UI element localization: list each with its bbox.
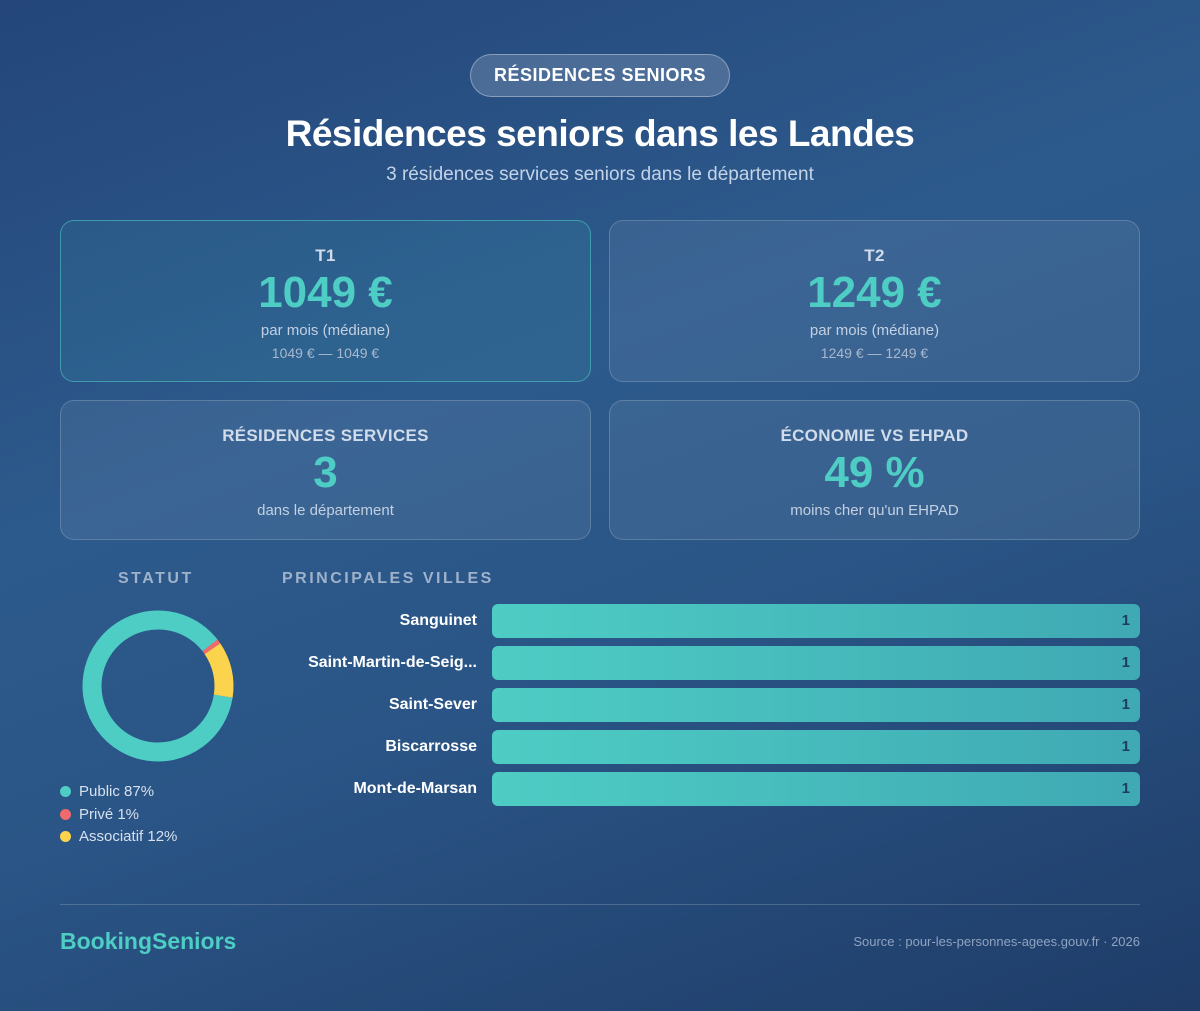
bar-fill: 1 (492, 646, 1140, 680)
legend-dot-prive (60, 809, 71, 820)
card-t2-label: T2 (864, 246, 885, 265)
statut-donut-chart (82, 610, 234, 762)
bar-row: Saint-Sever 1 (282, 688, 1140, 722)
legend-item-prive: Privé 1% (60, 806, 139, 823)
legend-dot-public (60, 786, 71, 797)
header-badge: RÉSIDENCES SENIORS (470, 54, 730, 97)
donut-slice-public (82, 610, 234, 762)
bar-track: 1 (492, 646, 1140, 680)
bar-track: 1 (492, 772, 1140, 806)
legend-item-associatif: Associatif 12% (60, 828, 177, 845)
card-t1-range: 1049 € — 1049 € (271, 345, 380, 361)
bar-label: Saint-Sever (388, 696, 477, 713)
card-residences-label: RÉSIDENCES SERVICES (222, 426, 429, 445)
bar-fill: 1 (492, 604, 1140, 638)
bar-row: Saint-Martin-de-Seig... 1 (282, 646, 1140, 680)
page-title: Résidences seniors dans les Landes (285, 113, 915, 154)
bar-track: 1 (492, 688, 1140, 722)
bar-label: Saint-Martin-de-Seig... (308, 654, 477, 671)
card-t2-range: 1249 € — 1249 € (820, 345, 929, 361)
bar-track: 1 (492, 604, 1140, 638)
donut-slice-associatif (82, 610, 234, 762)
bar-label: Biscarrosse (385, 738, 477, 755)
bar-value: 1 (1121, 612, 1130, 629)
card-residences-value: 3 (313, 448, 338, 497)
card-residences-sub: dans le département (257, 502, 394, 519)
bar-track: 1 (492, 730, 1140, 764)
card-t1-value: 1049 € (258, 268, 393, 317)
card-economie-label: ÉCONOMIE VS EHPAD (780, 426, 969, 445)
card-t1-label: T1 (315, 246, 336, 265)
bar-fill: 1 (492, 688, 1140, 722)
bar-value: 1 (1121, 738, 1130, 755)
card-t1: T1 1049 € par mois (médiane) 1049 € — 10… (60, 220, 591, 382)
bar-value: 1 (1121, 780, 1130, 797)
brand-logo: BookingSeniors (60, 928, 237, 954)
card-economie: ÉCONOMIE VS EHPAD 49 % moins cher qu'un … (609, 400, 1140, 540)
bar-fill: 1 (492, 730, 1140, 764)
source-text: Source : pour-les-personnes-agees.gouv.f… (853, 934, 1140, 949)
statut-title: STATUT (118, 570, 194, 587)
card-t2: T2 1249 € par mois (médiane) 1249 € — 12… (609, 220, 1140, 382)
page-subtitle: 3 résidences services seniors dans le dé… (386, 164, 814, 185)
legend-label-associatif: Associatif 12% (79, 828, 178, 845)
card-t2-sub: par mois (médiane) (809, 322, 940, 339)
bar-label: Sanguinet (399, 612, 477, 629)
bar-row: Mont-de-Marsan 1 (282, 772, 1140, 806)
legend-item-public: Public 87% (60, 783, 154, 800)
bar-fill: 1 (492, 772, 1140, 806)
card-economie-value: 49 % (824, 448, 925, 497)
bar-value: 1 (1121, 696, 1130, 713)
villes-title: PRINCIPALES VILLES (282, 570, 494, 587)
legend-dot-associatif (60, 831, 71, 842)
bar-value: 1 (1121, 654, 1130, 671)
legend-label-prive: Privé 1% (79, 806, 140, 823)
bar-row: Sanguinet 1 (282, 604, 1140, 638)
card-residences: RÉSIDENCES SERVICES 3 dans le départemen… (60, 400, 591, 540)
legend-label-public: Public 87% (79, 783, 155, 800)
card-t1-sub: par mois (médiane) (260, 322, 391, 339)
card-t2-value: 1249 € (807, 268, 942, 317)
footer-divider (60, 904, 1140, 905)
bar-row: Biscarrosse 1 (282, 730, 1140, 764)
donut-slice-prive (82, 610, 234, 762)
card-economie-sub: moins cher qu'un EHPAD (790, 502, 959, 519)
bar-label: Mont-de-Marsan (353, 780, 477, 797)
